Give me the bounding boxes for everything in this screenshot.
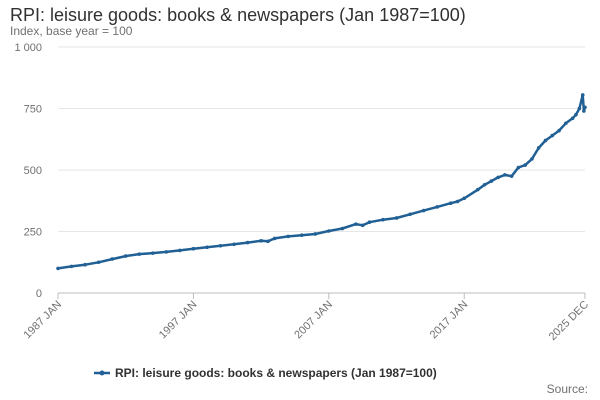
- data-point[interactable]: [299, 233, 304, 237]
- data-point[interactable]: [574, 112, 578, 117]
- data-point[interactable]: [266, 239, 270, 244]
- data-point[interactable]: [580, 93, 585, 97]
- data-point[interactable]: [164, 250, 169, 254]
- data-point[interactable]: [313, 232, 318, 236]
- legend-marker: [99, 370, 105, 376]
- data-point[interactable]: [69, 264, 74, 269]
- legend[interactable]: RPI: leisure goods: books & newspapers (…: [94, 366, 437, 380]
- data-point[interactable]: [462, 196, 467, 201]
- data-point[interactable]: [360, 223, 365, 228]
- data-point[interactable]: [367, 220, 372, 224]
- data-point[interactable]: [150, 251, 155, 255]
- series-line[interactable]: [57, 93, 587, 270]
- data-point[interactable]: [435, 205, 439, 209]
- data-point[interactable]: [523, 163, 527, 167]
- x-tick-label: 2007 JAN: [292, 299, 335, 342]
- data-point[interactable]: [536, 146, 541, 150]
- data-point[interactable]: [516, 165, 521, 170]
- data-point[interactable]: [421, 208, 426, 213]
- data-point[interactable]: [570, 116, 575, 121]
- data-point[interactable]: [543, 138, 548, 143]
- data-point[interactable]: [96, 260, 101, 265]
- data-point[interactable]: [191, 246, 196, 251]
- data-point[interactable]: [245, 240, 250, 245]
- x-axis: 1987 JAN 1997 JAN 2007 JAN 2017 JAN 2025 DEC: [21, 293, 591, 343]
- data-point[interactable]: [482, 182, 487, 187]
- series-layer: [56, 93, 587, 271]
- data-point[interactable]: [83, 262, 87, 267]
- data-point[interactable]: [550, 133, 555, 138]
- source-label: Source:: [546, 382, 588, 396]
- data-point[interactable]: [110, 257, 114, 261]
- y-tick-label: 750: [24, 104, 42, 116]
- data-point[interactable]: [503, 173, 507, 177]
- data-point[interactable]: [56, 266, 60, 271]
- data-point[interactable]: [394, 216, 399, 220]
- x-tick-label: 1987 JAN: [21, 299, 64, 342]
- data-point[interactable]: [218, 243, 223, 248]
- legend-label: RPI: leisure goods: books & newspapers (…: [115, 366, 437, 380]
- data-point[interactable]: [327, 229, 331, 233]
- data-point[interactable]: [530, 157, 534, 161]
- chart-title: RPI: leisure goods: books & newspapers (…: [10, 5, 466, 25]
- data-point[interactable]: [178, 248, 182, 253]
- y-axis-label: Index, base year = 100: [10, 24, 133, 38]
- y-tick-label: 250: [24, 227, 42, 239]
- data-point[interactable]: [354, 222, 358, 226]
- data-point[interactable]: [232, 242, 236, 247]
- data-point[interactable]: [577, 106, 582, 111]
- x-tick-label: 2017 JAN: [428, 299, 471, 342]
- data-point[interactable]: [489, 179, 494, 183]
- data-point[interactable]: [123, 254, 128, 258]
- data-point[interactable]: [582, 109, 586, 113]
- data-point[interactable]: [496, 175, 500, 180]
- data-point[interactable]: [340, 226, 345, 231]
- data-point[interactable]: [455, 199, 460, 204]
- data-point[interactable]: [564, 121, 568, 126]
- data-point[interactable]: [137, 252, 142, 256]
- y-tick-label: 0: [36, 288, 42, 300]
- x-tick-label: 1997 JAN: [157, 299, 200, 342]
- data-point[interactable]: [583, 105, 587, 110]
- y-axis-tick-labels: 0 250 500 750 1 000: [14, 42, 42, 300]
- data-point[interactable]: [509, 174, 514, 178]
- data-point[interactable]: [272, 236, 277, 241]
- data-point[interactable]: [557, 128, 561, 133]
- data-point[interactable]: [381, 217, 385, 222]
- x-tick-label: 2025 DEC: [547, 299, 591, 343]
- data-point[interactable]: [286, 234, 291, 239]
- y-tick-label: 1 000: [14, 42, 42, 54]
- data-point[interactable]: [475, 187, 480, 192]
- data-point[interactable]: [408, 212, 412, 217]
- grid-lines: [58, 46, 585, 294]
- data-point[interactable]: [259, 239, 263, 243]
- y-tick-label: 500: [24, 165, 42, 177]
- data-point[interactable]: [205, 245, 209, 250]
- data-point[interactable]: [448, 201, 453, 206]
